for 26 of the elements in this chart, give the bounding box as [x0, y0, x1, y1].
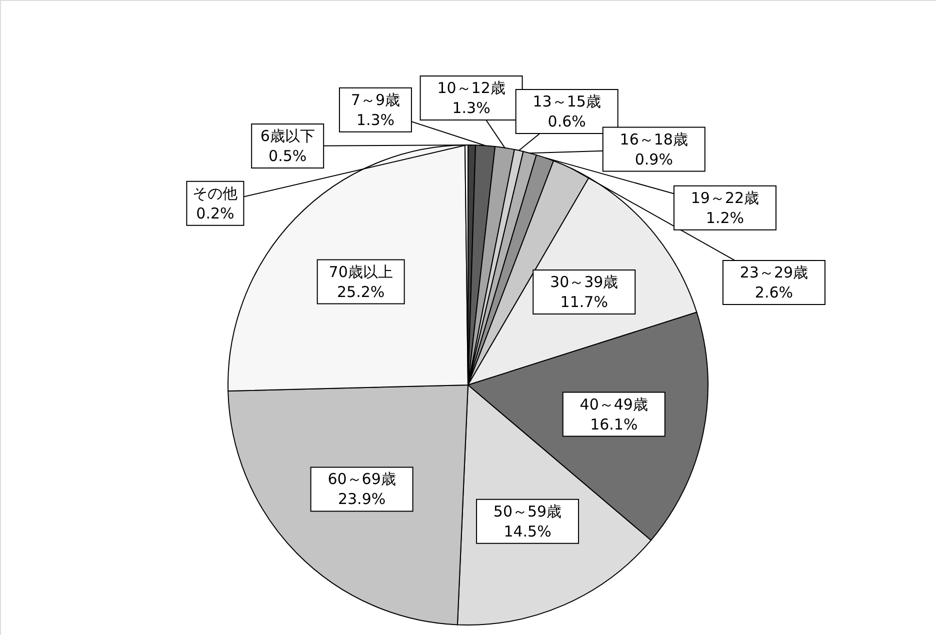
slice-label: 23～29歳 [740, 263, 808, 282]
data-label: 23.9% [338, 490, 386, 508]
data-label: 25.2% [336, 282, 385, 301]
data-label: 11.7% [560, 292, 608, 311]
data-label: 1.3% [356, 110, 395, 129]
data-label: 16.1% [590, 415, 638, 434]
slice-label: 6歳以下 [260, 126, 315, 145]
slice-label: 16～18歳 [620, 130, 688, 148]
data-label: 0.5% [268, 146, 307, 165]
slice-label: 50～59歳 [493, 502, 562, 520]
data-label: 1.2% [706, 208, 744, 227]
slice-label: 70歳以上 [328, 262, 393, 281]
data-label: 2.6% [754, 283, 794, 302]
data-label: 0.2% [196, 204, 234, 222]
slice-label: 13～15歳 [532, 92, 601, 111]
slice-label: その他 [192, 184, 238, 202]
data-label: 0.6% [548, 112, 586, 131]
slice-label: 60～69歳 [328, 470, 396, 488]
slice-label: 19～22歳 [690, 188, 760, 207]
slice-label: 40～49歳 [580, 395, 648, 414]
slice-label: 10～12歳 [437, 79, 506, 98]
data-label: 14.5% [504, 522, 552, 540]
data-label: 1.3% [452, 99, 490, 118]
slice-label: 7～9歳 [350, 90, 400, 109]
data-label: 0.9% [634, 150, 673, 168]
slice-label: 30～39歳 [550, 272, 618, 291]
